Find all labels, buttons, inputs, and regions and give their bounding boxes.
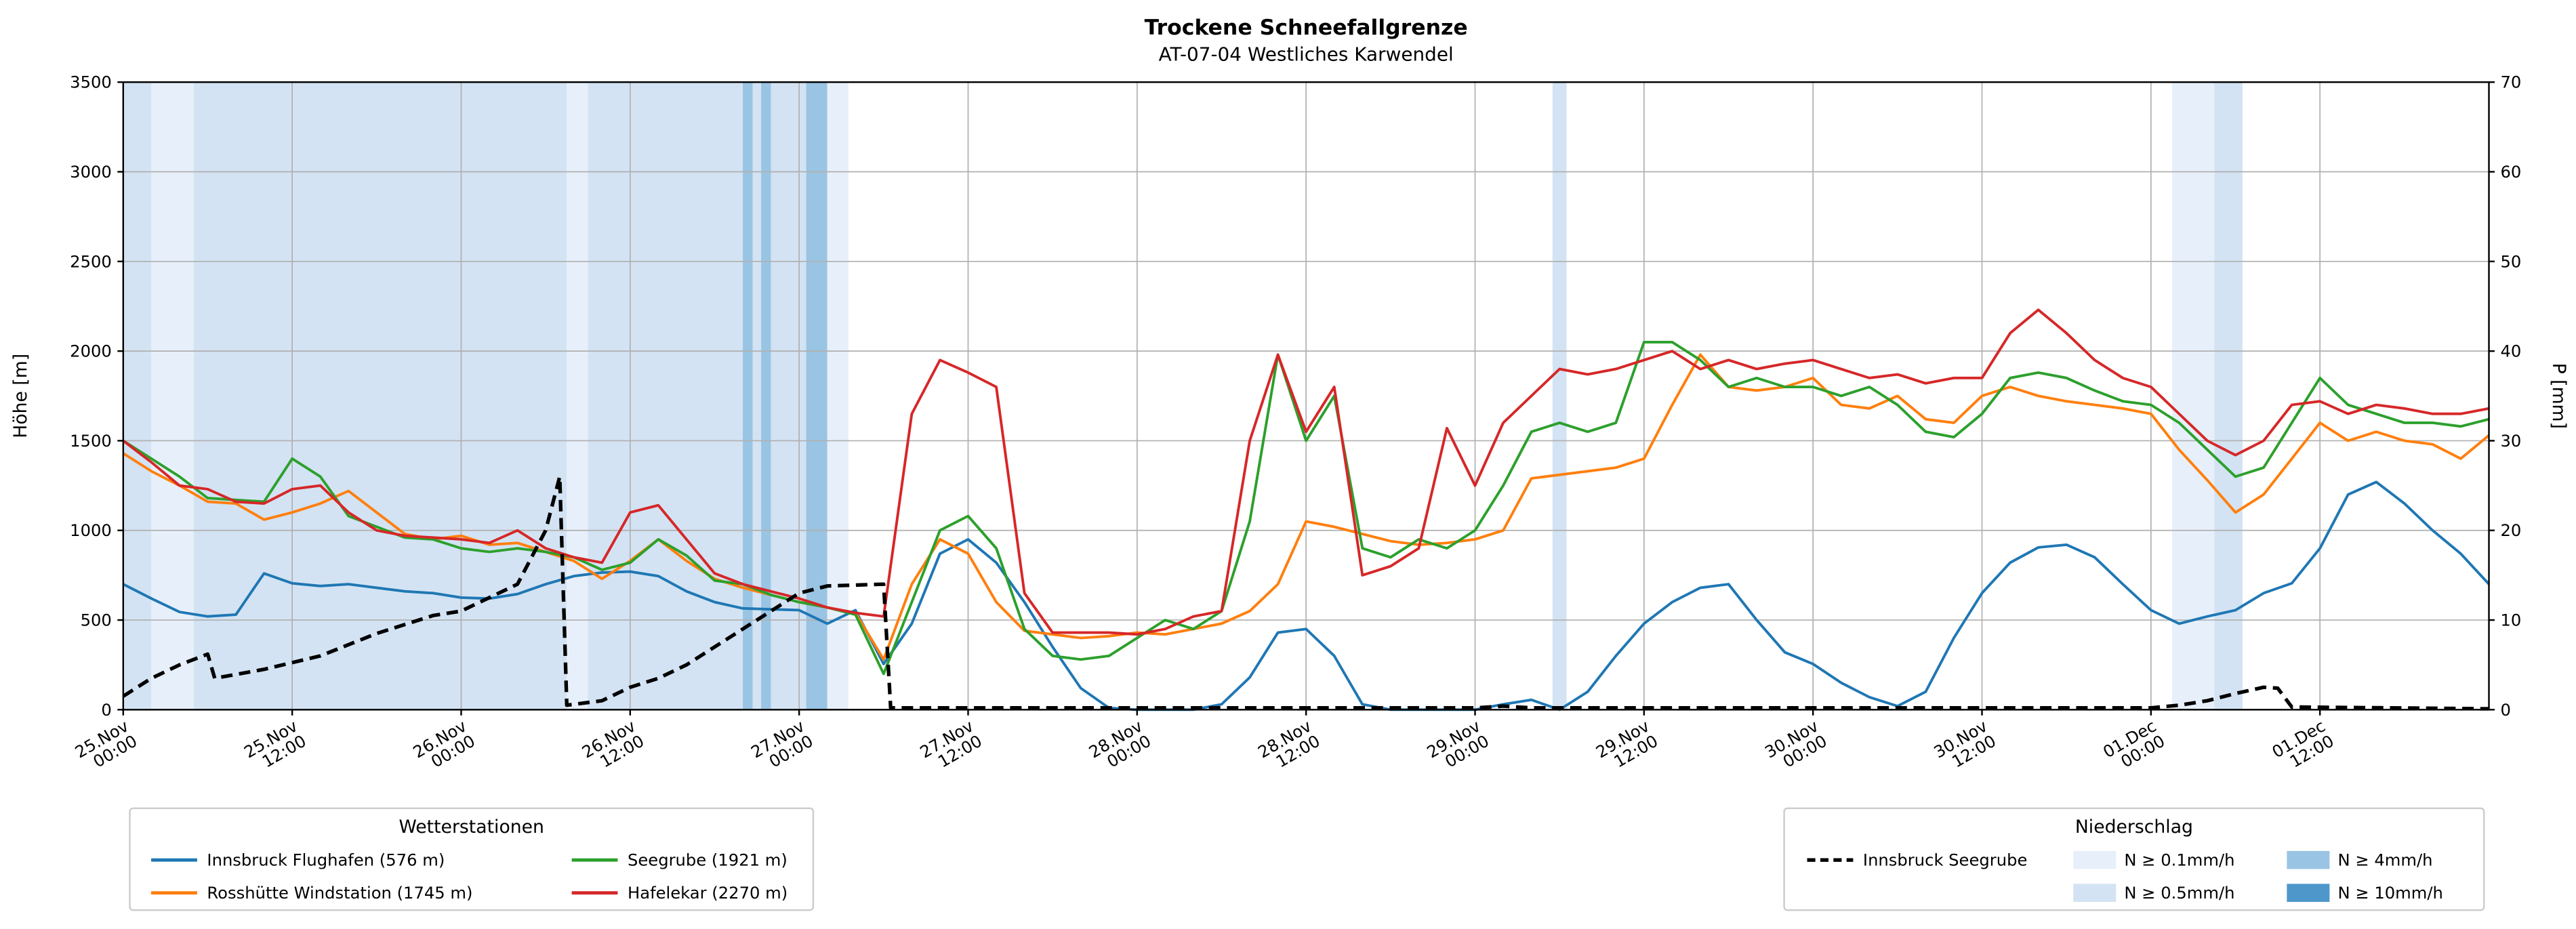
y-right-tick-label: 50 bbox=[2500, 251, 2521, 271]
precip-band bbox=[761, 82, 771, 710]
precip-shading-layer bbox=[123, 82, 2243, 710]
precip-band bbox=[771, 82, 806, 710]
y-left-tick-label: 2000 bbox=[70, 342, 112, 361]
y-left-tick-label: 1000 bbox=[70, 520, 112, 540]
series-line-seegrube bbox=[122, 340, 2490, 676]
legend-precip-level-label: N ≥ 10mm/h bbox=[2338, 883, 2443, 903]
legend-precip-level-label: N ≥ 0.5mm/h bbox=[2124, 883, 2234, 903]
legend-precip-level-label: N ≥ 4mm/h bbox=[2338, 850, 2433, 870]
precip-band bbox=[752, 82, 762, 710]
y-right-tick-label: 10 bbox=[2500, 611, 2521, 630]
y-left-tick-label: 500 bbox=[81, 611, 112, 630]
precip-band bbox=[123, 82, 152, 710]
x-tick-label: 26.Nov12:00 bbox=[579, 716, 648, 777]
x-tick-label: 01.Dec12:00 bbox=[2268, 716, 2337, 777]
x-tick-label: 30.Nov12:00 bbox=[1930, 716, 1999, 777]
x-tick-label: 30.Nov00:00 bbox=[1761, 716, 1831, 777]
precip-legend-title: Niederschlag bbox=[2075, 817, 2193, 838]
chart-title: Trockene Schneefallgrenze bbox=[1145, 16, 1468, 40]
series-line-innsbruck-flughafen bbox=[122, 480, 2490, 711]
y-right-tick-label: 60 bbox=[2500, 162, 2521, 182]
x-tick-label: 26.Nov00:00 bbox=[409, 716, 478, 777]
legend-precip-swatch bbox=[2073, 850, 2117, 869]
precip-accumulation-line bbox=[122, 474, 2489, 711]
precip-band bbox=[193, 82, 567, 710]
precip-band bbox=[827, 82, 849, 710]
x-tick-label: 29.Nov12:00 bbox=[1593, 716, 1662, 777]
x-tick-label: 28.Nov00:00 bbox=[1086, 716, 1155, 777]
precip-band bbox=[2172, 82, 2215, 710]
x-tick-label: 27.Nov00:00 bbox=[748, 716, 817, 777]
y-right-axis-label: P [mm] bbox=[2548, 363, 2569, 429]
x-tick-label: 28.Nov12:00 bbox=[1254, 716, 1324, 777]
series-line-rosshuette-windstation bbox=[122, 353, 2490, 661]
legend-precip-swatch bbox=[2287, 884, 2330, 902]
y-right-tick-label: 20 bbox=[2500, 520, 2521, 540]
x-tick-label: 25.Nov12:00 bbox=[241, 716, 310, 777]
precip-band bbox=[567, 82, 588, 710]
legends-layer: Wetterstationen Innsbruck Flughafen (576 … bbox=[129, 807, 2485, 911]
legend-item-label: Rosshütte Windstation (1745 m) bbox=[207, 883, 472, 903]
y-left-tick-label: 2500 bbox=[70, 251, 112, 271]
y-right-tick-label: 70 bbox=[2500, 73, 2521, 92]
legend-item-label: Hafelekar (2270 m) bbox=[628, 883, 788, 903]
legend-item-label: Innsbruck Flughafen (576 m) bbox=[207, 850, 445, 870]
stations-legend-title: Wetterstationen bbox=[398, 817, 544, 838]
y-left-tick-label: 1500 bbox=[70, 431, 112, 451]
precip-band bbox=[2214, 82, 2243, 710]
stations-legend-box bbox=[129, 807, 815, 911]
y-right-tick-label: 0 bbox=[2500, 700, 2510, 720]
y-left-axis-label: Höhe [m] bbox=[10, 354, 31, 438]
x-tick-label: 25.Nov00:00 bbox=[72, 716, 141, 777]
y-left-tick-label: 3000 bbox=[70, 162, 112, 182]
precip-band bbox=[743, 82, 753, 710]
y-left-tick-label: 3500 bbox=[70, 73, 112, 92]
series-lines-layer bbox=[122, 308, 2490, 711]
legend-precip-line-label: Innsbruck Seegrube bbox=[1863, 850, 2027, 870]
precip-band bbox=[588, 82, 743, 710]
x-tick-label: 27.Nov12:00 bbox=[916, 716, 985, 777]
chart-subtitle: AT-07-04 Westliches Karwendel bbox=[1159, 43, 1454, 66]
legend-precip-level-label: N ≥ 0.1mm/h bbox=[2124, 850, 2234, 870]
x-tick-label: 29.Nov00:00 bbox=[1423, 716, 1492, 777]
y-left-tick-label: 0 bbox=[101, 700, 111, 720]
legend-precip-swatch bbox=[2073, 884, 2117, 902]
precip-band bbox=[1552, 82, 1567, 710]
y-right-tick-label: 30 bbox=[2500, 431, 2521, 451]
legend-item-label: Seegrube (1921 m) bbox=[628, 850, 788, 870]
y-right-tick-label: 40 bbox=[2500, 342, 2521, 361]
precip-band bbox=[151, 82, 194, 710]
x-tick-label: 01.Dec00:00 bbox=[2100, 716, 2168, 777]
legend-precip-swatch bbox=[2287, 850, 2330, 869]
series-line-hafelekar bbox=[122, 308, 2489, 636]
